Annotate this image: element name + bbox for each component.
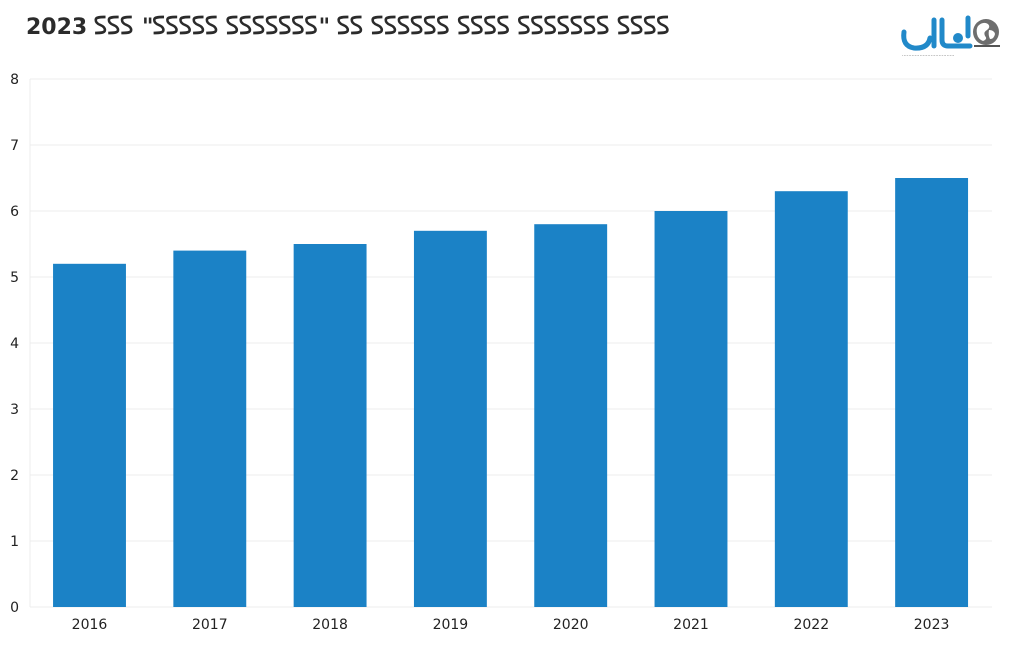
bar-2019[interactable] xyxy=(413,230,487,608)
y-tick-label: 6 xyxy=(10,204,19,220)
bar-2022[interactable] xyxy=(774,191,848,607)
y-tick-label: 0 xyxy=(10,600,19,616)
x-tick-label: 2018 xyxy=(312,617,348,633)
x-tick-label: 2019 xyxy=(433,617,469,633)
x-tick-label: 2017 xyxy=(192,617,228,633)
bar-2021[interactable] xyxy=(654,211,728,607)
chart-title: 2023 𐊖𐊖𐊖 "𐊖𐊖𐊖𐊖𐊖 𐊖𐊖𐊖𐊖𐊖𐊖𐊖" 𐊖𐊖 𐊖𐊖𐊖𐊖𐊖𐊖 𐊖𐊖𐊖𐊖 … xyxy=(26,15,671,40)
x-tick-label: 2021 xyxy=(673,617,709,633)
y-tick-label: 7 xyxy=(10,138,19,154)
y-axis-ticks: 0 1 2 3 4 5 6 7 8 xyxy=(10,72,19,616)
logo-wordmark: ................................. xyxy=(901,15,973,58)
y-tick-label: 8 xyxy=(10,72,19,88)
x-tick-label: 2022 xyxy=(793,617,829,633)
logo-graphic: ................................. xyxy=(901,15,1000,58)
chart-header: 2023 𐊖𐊖𐊖 "𐊖𐊖𐊖𐊖𐊖 𐊖𐊖𐊖𐊖𐊖𐊖𐊖" 𐊖𐊖 𐊖𐊖𐊖𐊖𐊖𐊖 𐊖𐊖𐊖𐊖 … xyxy=(0,0,1020,62)
y-tick-label: 5 xyxy=(10,270,19,286)
globe-icon xyxy=(973,19,1000,47)
y-tick-label: 1 xyxy=(10,534,19,550)
almal-logo: ................................. xyxy=(900,12,1004,58)
bar-layer xyxy=(53,178,969,608)
y-tick-label: 4 xyxy=(10,336,19,352)
x-tick-label: 2016 xyxy=(72,617,108,633)
logo-tagline: ................................. xyxy=(902,52,955,58)
x-tick-label: 2020 xyxy=(553,617,589,633)
bar-2023[interactable] xyxy=(895,178,969,607)
x-axis-ticks: 2016 2017 2018 2019 2020 2021 2022 2023 xyxy=(72,617,950,633)
bar-2020[interactable] xyxy=(534,224,608,607)
bar-2017[interactable] xyxy=(173,250,247,607)
bar-2018[interactable] xyxy=(293,244,367,607)
y-tick-label: 2 xyxy=(10,468,19,484)
bar-2016[interactable] xyxy=(53,263,126,607)
y-tick-label: 3 xyxy=(10,402,19,418)
x-tick-label: 2023 xyxy=(914,617,950,633)
